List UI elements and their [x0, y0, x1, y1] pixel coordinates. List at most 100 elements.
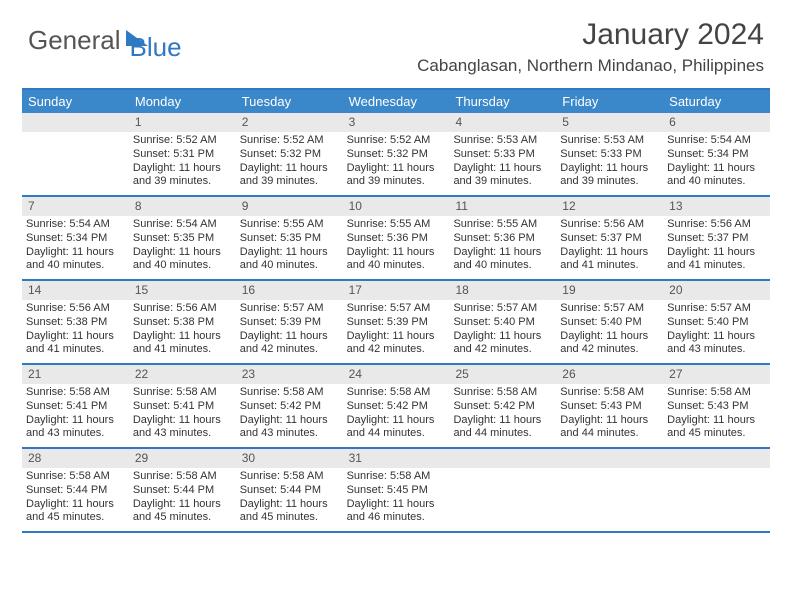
- day-text-line: Sunset: 5:38 PM: [133, 316, 232, 330]
- day-text-line: Sunset: 5:35 PM: [133, 232, 232, 246]
- day-cell: 31Sunrise: 5:58 AMSunset: 5:45 PMDayligh…: [343, 449, 450, 531]
- day-text-line: Daylight: 11 hours: [347, 162, 446, 176]
- day-body: Sunrise: 5:58 AMSunset: 5:42 PMDaylight:…: [236, 384, 343, 447]
- day-text-line: and 39 minutes.: [453, 175, 552, 189]
- day-number: 8: [129, 197, 236, 216]
- day-text-line: Daylight: 11 hours: [26, 498, 125, 512]
- day-number: 15: [129, 281, 236, 300]
- day-text-line: Sunset: 5:38 PM: [26, 316, 125, 330]
- day-text-line: Daylight: 11 hours: [453, 414, 552, 428]
- day-cell: 14Sunrise: 5:56 AMSunset: 5:38 PMDayligh…: [22, 281, 129, 363]
- calendar: SundayMondayTuesdayWednesdayThursdayFrid…: [22, 88, 770, 533]
- day-body: Sunrise: 5:57 AMSunset: 5:40 PMDaylight:…: [556, 300, 663, 363]
- day-text-line: Sunrise: 5:55 AM: [347, 218, 446, 232]
- weekday-saturday: Saturday: [663, 90, 770, 113]
- day-text-line: Sunrise: 5:57 AM: [560, 302, 659, 316]
- day-text-line: Sunrise: 5:53 AM: [560, 134, 659, 148]
- logo-text-blue: Blue: [130, 32, 182, 63]
- day-number: 19: [556, 281, 663, 300]
- day-cell: 9Sunrise: 5:55 AMSunset: 5:35 PMDaylight…: [236, 197, 343, 279]
- day-text-line: Sunset: 5:39 PM: [240, 316, 339, 330]
- day-text-line: Sunrise: 5:54 AM: [667, 134, 766, 148]
- day-text-line: Daylight: 11 hours: [560, 414, 659, 428]
- day-text-line: Daylight: 11 hours: [240, 246, 339, 260]
- empty-day: [449, 449, 556, 468]
- day-cell: 30Sunrise: 5:58 AMSunset: 5:44 PMDayligh…: [236, 449, 343, 531]
- day-text-line: Daylight: 11 hours: [240, 414, 339, 428]
- day-number: 7: [22, 197, 129, 216]
- day-number: 6: [663, 113, 770, 132]
- day-text-line: and 41 minutes.: [560, 259, 659, 273]
- day-text-line: Sunrise: 5:57 AM: [453, 302, 552, 316]
- day-text-line: Sunrise: 5:58 AM: [133, 386, 232, 400]
- day-cell: [663, 449, 770, 531]
- day-cell: 21Sunrise: 5:58 AMSunset: 5:41 PMDayligh…: [22, 365, 129, 447]
- day-text-line: and 42 minutes.: [240, 343, 339, 357]
- day-text-line: Sunset: 5:33 PM: [453, 148, 552, 162]
- day-body: Sunrise: 5:54 AMSunset: 5:34 PMDaylight:…: [663, 132, 770, 195]
- day-text-line: Daylight: 11 hours: [667, 162, 766, 176]
- day-text-line: and 41 minutes.: [26, 343, 125, 357]
- day-body: Sunrise: 5:54 AMSunset: 5:35 PMDaylight:…: [129, 216, 236, 279]
- day-body: Sunrise: 5:55 AMSunset: 5:35 PMDaylight:…: [236, 216, 343, 279]
- day-cell: 8Sunrise: 5:54 AMSunset: 5:35 PMDaylight…: [129, 197, 236, 279]
- day-text-line: Sunset: 5:44 PM: [133, 484, 232, 498]
- day-text-line: and 39 minutes.: [240, 175, 339, 189]
- week-row: 1Sunrise: 5:52 AMSunset: 5:31 PMDaylight…: [22, 113, 770, 197]
- day-cell: 26Sunrise: 5:58 AMSunset: 5:43 PMDayligh…: [556, 365, 663, 447]
- day-text-line: and 46 minutes.: [347, 511, 446, 525]
- day-number: 1: [129, 113, 236, 132]
- day-number: 23: [236, 365, 343, 384]
- day-text-line: Sunset: 5:40 PM: [667, 316, 766, 330]
- day-cell: 15Sunrise: 5:56 AMSunset: 5:38 PMDayligh…: [129, 281, 236, 363]
- day-body: Sunrise: 5:58 AMSunset: 5:43 PMDaylight:…: [556, 384, 663, 447]
- day-text-line: Sunrise: 5:53 AM: [453, 134, 552, 148]
- day-cell: 11Sunrise: 5:55 AMSunset: 5:36 PMDayligh…: [449, 197, 556, 279]
- day-text-line: Sunset: 5:32 PM: [240, 148, 339, 162]
- day-cell: 6Sunrise: 5:54 AMSunset: 5:34 PMDaylight…: [663, 113, 770, 195]
- day-text-line: Daylight: 11 hours: [347, 330, 446, 344]
- day-number: 24: [343, 365, 450, 384]
- day-text-line: Sunset: 5:41 PM: [26, 400, 125, 414]
- day-cell: 17Sunrise: 5:57 AMSunset: 5:39 PMDayligh…: [343, 281, 450, 363]
- day-cell: 13Sunrise: 5:56 AMSunset: 5:37 PMDayligh…: [663, 197, 770, 279]
- weekday-friday: Friday: [556, 90, 663, 113]
- day-cell: 20Sunrise: 5:57 AMSunset: 5:40 PMDayligh…: [663, 281, 770, 363]
- day-text-line: Daylight: 11 hours: [667, 246, 766, 260]
- day-body: Sunrise: 5:52 AMSunset: 5:32 PMDaylight:…: [343, 132, 450, 195]
- day-body: Sunrise: 5:58 AMSunset: 5:42 PMDaylight:…: [449, 384, 556, 447]
- day-text-line: Sunrise: 5:58 AM: [560, 386, 659, 400]
- day-text-line: and 40 minutes.: [133, 259, 232, 273]
- day-number: 3: [343, 113, 450, 132]
- day-number: 25: [449, 365, 556, 384]
- day-text-line: Sunrise: 5:55 AM: [240, 218, 339, 232]
- day-text-line: and 42 minutes.: [453, 343, 552, 357]
- day-text-line: and 45 minutes.: [240, 511, 339, 525]
- day-body: Sunrise: 5:58 AMSunset: 5:44 PMDaylight:…: [22, 468, 129, 531]
- day-text-line: Sunset: 5:44 PM: [26, 484, 125, 498]
- day-cell: 27Sunrise: 5:58 AMSunset: 5:43 PMDayligh…: [663, 365, 770, 447]
- weekday-monday: Monday: [129, 90, 236, 113]
- day-body: Sunrise: 5:57 AMSunset: 5:39 PMDaylight:…: [343, 300, 450, 363]
- empty-day: [22, 113, 129, 132]
- day-text-line: Sunset: 5:40 PM: [453, 316, 552, 330]
- day-number: 11: [449, 197, 556, 216]
- location: Cabanglasan, Northern Mindanao, Philippi…: [417, 56, 764, 76]
- day-text-line: Sunrise: 5:56 AM: [26, 302, 125, 316]
- day-number: 12: [556, 197, 663, 216]
- day-text-line: Sunrise: 5:52 AM: [347, 134, 446, 148]
- day-text-line: Sunrise: 5:52 AM: [133, 134, 232, 148]
- day-text-line: Daylight: 11 hours: [560, 162, 659, 176]
- day-text-line: Sunset: 5:34 PM: [667, 148, 766, 162]
- day-text-line: Sunset: 5:36 PM: [347, 232, 446, 246]
- empty-day: [663, 449, 770, 468]
- day-text-line: Sunrise: 5:52 AM: [240, 134, 339, 148]
- day-cell: 18Sunrise: 5:57 AMSunset: 5:40 PMDayligh…: [449, 281, 556, 363]
- day-number: 28: [22, 449, 129, 468]
- day-text-line: Sunset: 5:43 PM: [560, 400, 659, 414]
- day-text-line: Sunrise: 5:58 AM: [240, 470, 339, 484]
- day-body: Sunrise: 5:55 AMSunset: 5:36 PMDaylight:…: [343, 216, 450, 279]
- day-cell: 12Sunrise: 5:56 AMSunset: 5:37 PMDayligh…: [556, 197, 663, 279]
- day-cell: 24Sunrise: 5:58 AMSunset: 5:42 PMDayligh…: [343, 365, 450, 447]
- day-text-line: Daylight: 11 hours: [240, 330, 339, 344]
